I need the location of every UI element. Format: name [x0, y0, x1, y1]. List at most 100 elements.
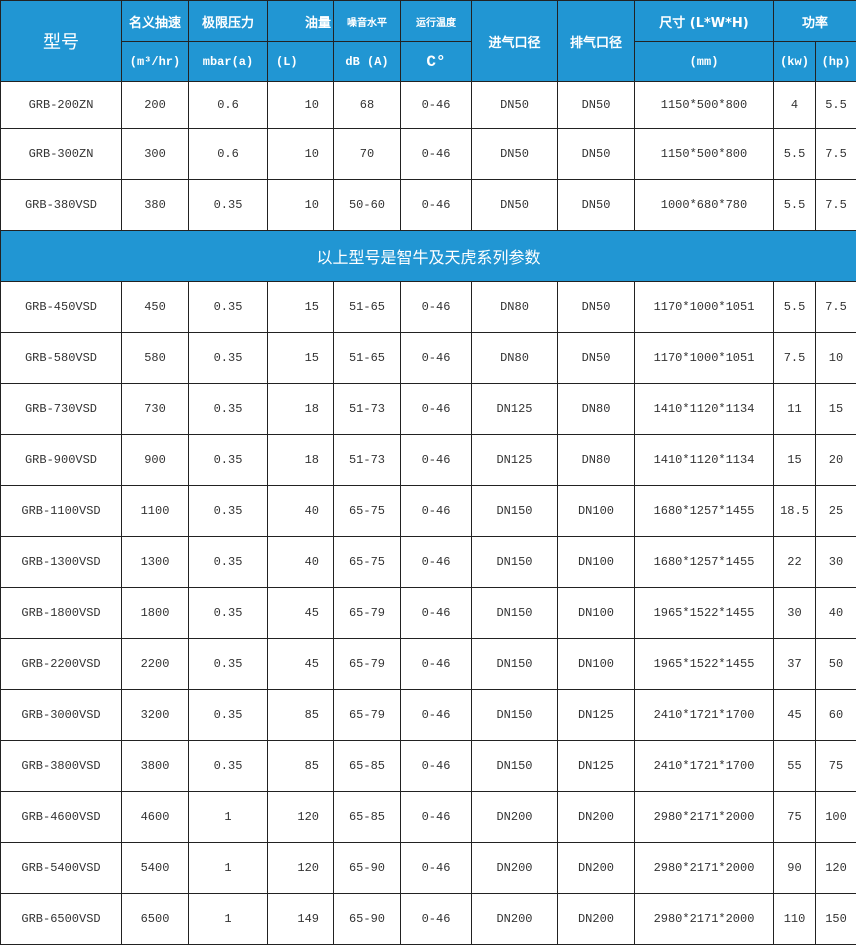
cell-power-hp: 10 [814, 332, 856, 384]
cell-pressure: 0.35 [188, 179, 268, 231]
cell-temp: 0-46 [400, 485, 472, 537]
cell-pressure: 0.6 [188, 81, 268, 129]
cell-outlet: DN100 [557, 485, 635, 537]
cell-model: GRB-4600VSD [0, 791, 122, 843]
cell-size: 1150*500*800 [634, 81, 774, 129]
cell-oil: 120 [267, 842, 334, 894]
cell-temp: 0-46 [400, 332, 472, 384]
header-model: 型号 [0, 0, 122, 82]
cell-pressure: 1 [188, 893, 268, 945]
cell-outlet: DN50 [557, 281, 635, 333]
cell-model: GRB-580VSD [0, 332, 122, 384]
cell-pressure: 0.35 [188, 536, 268, 588]
cell-outlet: DN100 [557, 587, 635, 639]
cell-inlet: DN50 [471, 128, 558, 180]
cell-inlet: DN150 [471, 485, 558, 537]
table-row: GRB-6500VSD 6500 1 149 65-90 0-46 DN200 DN200 29… [0, 893, 856, 945]
cell-temp: 0-46 [400, 893, 472, 945]
cell-temp: 0-46 [400, 791, 472, 843]
cell-power-kw: 5.5 [773, 179, 816, 231]
cell-noise: 65-85 [333, 791, 401, 843]
cell-oil: 15 [267, 281, 334, 333]
cell-size: 1410*1120*1134 [634, 434, 774, 486]
cell-flow: 900 [121, 434, 189, 486]
cell-outlet: DN80 [557, 383, 635, 435]
cell-size: 2980*2171*2000 [634, 791, 774, 843]
cell-noise: 68 [333, 81, 401, 129]
cell-power-hp: 40 [814, 587, 856, 639]
cell-power-hp: 7.5 [814, 179, 856, 231]
table-row: GRB-2200VSD 2200 0.35 45 65-79 0-46 DN150 DN100… [0, 638, 856, 690]
cell-model: GRB-380VSD [0, 179, 122, 231]
cell-power-hp: 100 [814, 791, 856, 843]
cell-power-kw: 7.5 [773, 332, 816, 384]
header-noise-unit: dB (A) [333, 41, 401, 82]
cell-flow: 1100 [121, 485, 189, 537]
cell-noise: 51-73 [333, 434, 401, 486]
cell-size: 1000*680*780 [634, 179, 774, 231]
cell-oil: 18 [267, 383, 334, 435]
cell-noise: 51-65 [333, 281, 401, 333]
cell-power-kw: 75 [773, 791, 816, 843]
cell-outlet: DN125 [557, 740, 635, 792]
cell-outlet: DN50 [557, 179, 635, 231]
table-row: GRB-730VSD 730 0.35 18 51-73 0-46 DN125 DN80 141… [0, 383, 856, 435]
series-banner: 以上型号是智牛及天虎系列参数 [0, 230, 856, 282]
cell-size: 1170*1000*1051 [634, 281, 774, 333]
cell-outlet: DN200 [557, 893, 635, 945]
cell-temp: 0-46 [400, 128, 472, 180]
table-row: GRB-4600VSD 4600 1 120 65-85 0-46 DN200 DN200 29… [0, 791, 856, 843]
cell-oil: 45 [267, 587, 334, 639]
header-inlet: 进气口径 [471, 0, 558, 82]
cell-model: GRB-450VSD [0, 281, 122, 333]
cell-size: 2410*1721*1700 [634, 740, 774, 792]
cell-noise: 65-85 [333, 740, 401, 792]
cell-temp: 0-46 [400, 383, 472, 435]
cell-temp: 0-46 [400, 81, 472, 129]
cell-inlet: DN150 [471, 638, 558, 690]
cell-inlet: DN125 [471, 383, 558, 435]
cell-noise: 65-79 [333, 689, 401, 741]
table-row: GRB-3000VSD 3200 0.35 85 65-79 0-46 DN150 DN125… [0, 689, 856, 741]
cell-power-kw: 5.5 [773, 281, 816, 333]
table-row: GRB-3800VSD 3800 0.35 85 65-85 0-46 DN150 DN125… [0, 740, 856, 792]
cell-temp: 0-46 [400, 434, 472, 486]
cell-size: 1150*500*800 [634, 128, 774, 180]
cell-inlet: DN50 [471, 81, 558, 129]
cell-flow: 300 [121, 128, 189, 180]
cell-flow: 3200 [121, 689, 189, 741]
cell-flow: 380 [121, 179, 189, 231]
cell-size: 1680*1257*1455 [634, 536, 774, 588]
cell-power-kw: 11 [773, 383, 816, 435]
cell-noise: 50-60 [333, 179, 401, 231]
cell-power-hp: 5.5 [814, 81, 856, 129]
cell-model: GRB-300ZN [0, 128, 122, 180]
cell-temp: 0-46 [400, 281, 472, 333]
cell-inlet: DN200 [471, 791, 558, 843]
cell-outlet: DN100 [557, 536, 635, 588]
cell-oil: 10 [267, 81, 334, 129]
header-oil-unit: (L) [267, 41, 334, 82]
cell-inlet: DN150 [471, 587, 558, 639]
cell-noise: 51-65 [333, 332, 401, 384]
cell-oil: 85 [267, 689, 334, 741]
cell-temp: 0-46 [400, 179, 472, 231]
cell-noise: 70 [333, 128, 401, 180]
cell-power-hp: 120 [814, 842, 856, 894]
cell-pressure: 0.35 [188, 740, 268, 792]
cell-oil: 10 [267, 128, 334, 180]
cell-noise: 65-90 [333, 893, 401, 945]
cell-temp: 0-46 [400, 842, 472, 894]
cell-size: 1170*1000*1051 [634, 332, 774, 384]
cell-oil: 10 [267, 179, 334, 231]
cell-outlet: DN50 [557, 128, 635, 180]
table-row: GRB-900VSD 900 0.35 18 51-73 0-46 DN125 DN80 141… [0, 434, 856, 486]
cell-size: 2410*1721*1700 [634, 689, 774, 741]
cell-outlet: DN200 [557, 791, 635, 843]
cell-power-kw: 30 [773, 587, 816, 639]
header-flow-unit: (m³/hr) [121, 41, 189, 82]
cell-flow: 730 [121, 383, 189, 435]
cell-flow: 5400 [121, 842, 189, 894]
cell-model: GRB-1100VSD [0, 485, 122, 537]
cell-flow: 4600 [121, 791, 189, 843]
